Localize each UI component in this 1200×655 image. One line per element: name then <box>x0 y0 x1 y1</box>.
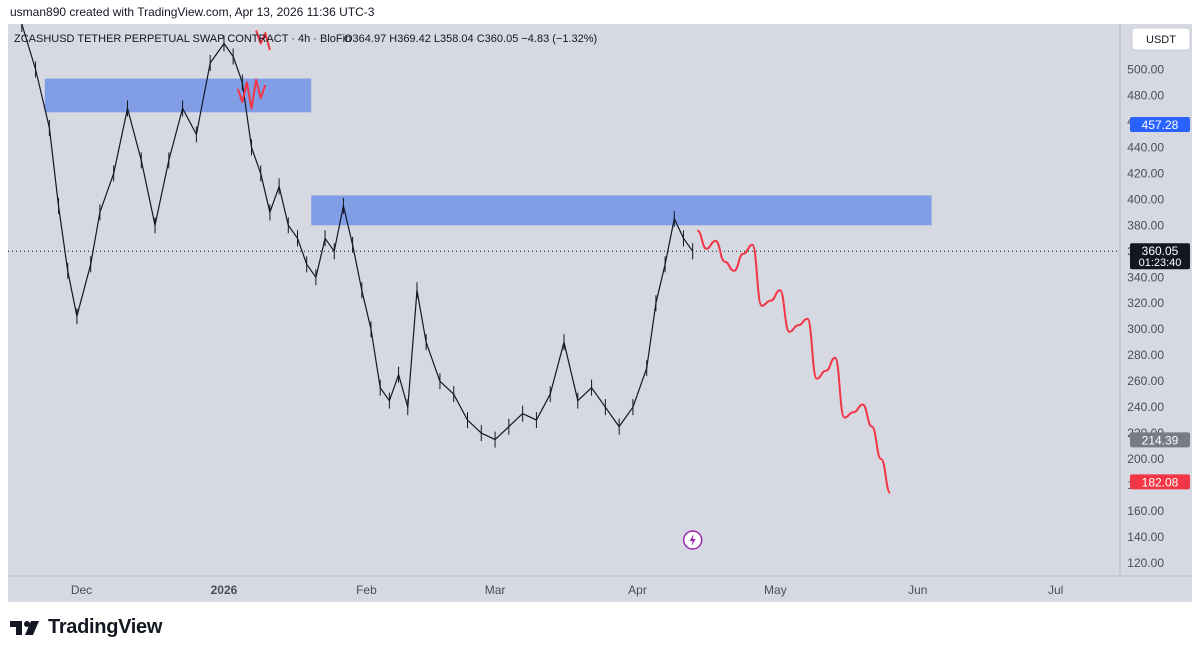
currency-button[interactable] <box>1131 27 1191 51</box>
y-tick-label: 420.00 <box>1127 166 1164 180</box>
price-axis-label: 214.39 <box>1142 433 1179 447</box>
red-drawing-mark <box>255 30 271 51</box>
attribution-text: usman890 created with TradingView.com, A… <box>10 5 375 19</box>
x-tick-label: Feb <box>356 583 377 597</box>
red-drawing-mark <box>236 78 267 110</box>
chart-area[interactable]: 500.00480.00460.00440.00420.00400.00380.… <box>8 16 1192 602</box>
y-tick-label: 380.00 <box>1127 218 1164 232</box>
price-axis-label-box <box>1130 474 1190 490</box>
y-tick-label: 440.00 <box>1127 140 1164 154</box>
price-axis-label-box <box>1130 243 1190 270</box>
y-tick-label: 500.00 <box>1127 62 1164 76</box>
y-tick-label: 260.00 <box>1127 374 1164 388</box>
price-axis-label: 360.05 <box>1142 244 1179 258</box>
chart-background <box>8 24 1192 602</box>
price-chart[interactable]: 500.00480.00460.00440.00420.00400.00380.… <box>8 16 1192 602</box>
y-tick-label: 160.00 <box>1127 504 1164 518</box>
currency-label[interactable]: USDT <box>1146 34 1176 46</box>
x-tick-label: Dec <box>71 583 92 597</box>
price-zone[interactable] <box>311 195 932 226</box>
y-tick-label: 300.00 <box>1127 322 1164 336</box>
y-tick-label: 480.00 <box>1127 88 1164 102</box>
countdown-label: 01:23:40 <box>1139 257 1182 269</box>
lightning-icon[interactable] <box>689 534 696 546</box>
y-tick-label: 340.00 <box>1127 270 1164 284</box>
x-tick-label: Jun <box>908 583 927 597</box>
y-tick-label: 200.00 <box>1127 452 1164 466</box>
price-axis-label: 182.08 <box>1142 475 1179 489</box>
price-axis-label-box <box>1130 116 1190 132</box>
projection-path[interactable] <box>696 229 892 494</box>
tradingview-wordmark: TradingView <box>48 616 163 638</box>
tradingview-logo: TradingView <box>10 616 162 639</box>
y-tick-label: 400.00 <box>1127 192 1164 206</box>
price-zone[interactable] <box>44 78 312 113</box>
price-axis-label: 457.28 <box>1142 118 1179 132</box>
y-tick-label: 320.00 <box>1127 296 1164 310</box>
y-tick-label: 240.00 <box>1127 400 1164 414</box>
price-series-line[interactable] <box>21 23 694 441</box>
y-tick-label: 280.00 <box>1127 348 1164 362</box>
y-tick-label: 140.00 <box>1127 530 1164 544</box>
ohlc-readout: O364.97 H369.42 L358.04 C360.05 −4.83 (−… <box>344 33 597 45</box>
symbol-title: ZCASHUSD TETHER PERPETUAL SWAP CONTRACT … <box>14 33 351 45</box>
x-tick-label: Jul <box>1048 583 1063 597</box>
x-tick-label: Apr <box>628 583 647 597</box>
tradingview-logo-icon <box>10 620 39 635</box>
price-axis-label-box <box>1130 432 1190 448</box>
y-tick-label: 120.00 <box>1127 556 1164 570</box>
x-tick-label: Mar <box>485 583 506 597</box>
x-tick-label: 2026 <box>211 583 238 597</box>
x-tick-label: May <box>764 583 787 597</box>
